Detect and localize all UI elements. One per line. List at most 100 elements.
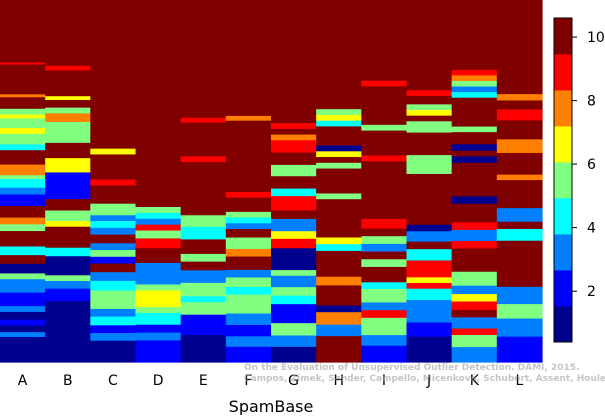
heatmap-cell-c [90, 340, 137, 363]
heatmap-cell-f [225, 223, 272, 230]
x-tick-label: G [288, 373, 299, 389]
heatmap-cell-j [406, 95, 453, 105]
colorbar-segment [554, 306, 572, 343]
heatmap-cell-d [135, 248, 182, 264]
heatmap-cell-l [496, 174, 543, 181]
heatmap-cell-b [45, 131, 91, 144]
heatmap-cell-f [225, 324, 272, 337]
heatmap-cell-g [271, 218, 317, 232]
heatmap-cell-i [361, 80, 408, 88]
heatmap-cell-g [271, 248, 317, 271]
heatmap-cell-i [361, 310, 408, 319]
heatmap-cell-i [361, 228, 408, 237]
heatmap-cell-j [406, 299, 453, 324]
heatmap-cell-j [406, 241, 453, 250]
heatmap-cell-e [180, 282, 227, 297]
heatmap-cell-c [90, 209, 137, 216]
heatmap-cell-e [180, 122, 227, 157]
heatmap-cell-g [271, 295, 317, 305]
heatmap-cell-i [361, 289, 408, 304]
heatmap-cell-a [0, 94, 46, 98]
heatmap-cell-b [45, 288, 91, 302]
x-tick-label: C [108, 373, 118, 389]
heatmap-cell-a [0, 108, 46, 116]
heatmap-cell-k [451, 80, 498, 88]
heatmap-cell-j [406, 132, 453, 156]
heatmap-cell-i [361, 251, 408, 260]
heatmap-cell-c [90, 185, 137, 205]
heatmap-cell-f [225, 191, 272, 199]
heatmap-cell-k [451, 317, 498, 330]
heatmap-cell-b [45, 113, 91, 123]
heatmap-cell-d [135, 312, 182, 326]
heatmap-cell-i [361, 282, 408, 290]
heatmap-cell-h [316, 276, 362, 286]
heatmap-cell-h [316, 168, 362, 195]
heatmap-cell-e [180, 117, 227, 124]
heatmap-cell-b [45, 221, 91, 228]
heatmap-cell-d [135, 212, 182, 220]
heatmap-cell-e [180, 162, 227, 216]
heatmap-cell-b [45, 107, 91, 114]
heatmap-cell-d [135, 0, 182, 208]
heatmap-cell-b [45, 172, 91, 200]
colorbar-tick-label: 10 [587, 30, 605, 46]
heatmap-cell-l [496, 152, 543, 176]
heatmap-cell-j [406, 283, 453, 290]
heatmap-cells [0, 0, 543, 363]
heatmap-cell-j [406, 231, 453, 243]
heatmap-cell-g [271, 196, 317, 211]
heatmap-cell-c [90, 221, 137, 229]
heatmap-cell-a [0, 175, 46, 180]
heatmap-cell-k [451, 347, 498, 363]
heatmap-cell-j [406, 249, 453, 262]
heatmap-cell-h [316, 120, 362, 128]
heatmap-cell-a [0, 206, 46, 219]
x-tick-label: F [244, 373, 252, 389]
heatmap-cell-c [90, 280, 137, 292]
heatmap-cell-a [0, 217, 46, 225]
heatmap-cell-k [451, 69, 498, 76]
heatmap-cell-a [0, 64, 46, 95]
heatmap-cell-h [316, 237, 362, 245]
heatmap-cell-l [496, 221, 543, 230]
x-tick-label: A [18, 373, 28, 389]
heatmap-cell-h [316, 324, 362, 337]
heatmap-cell-c [90, 234, 137, 244]
heatmap-cell-f [225, 228, 272, 239]
heatmap-cell-i [361, 317, 408, 330]
heatmap-cell-g [271, 152, 317, 166]
colorbar-segment [554, 90, 572, 127]
heatmap-cell-f [225, 313, 272, 326]
colorbar-tick-label: 4 [587, 221, 596, 237]
heatmap-cell-c [90, 250, 137, 258]
heatmap-cell-h [316, 305, 362, 313]
heatmap-cell-l [496, 120, 543, 140]
heatmap-cell-a [0, 194, 46, 207]
heatmap-cell-b [45, 247, 91, 257]
heatmap-cell-a [0, 325, 46, 333]
colorbar-segment [554, 162, 572, 199]
heatmap-cell-g [271, 210, 317, 220]
heatmap-cell-k [451, 309, 498, 318]
heatmap-cell-c [90, 154, 137, 181]
heatmap-cell-c [90, 290, 137, 310]
citation-line-2: Campos, Zimek, Sander, Campello, Micenko… [244, 374, 605, 384]
heatmap-cell-b [45, 226, 91, 249]
heatmap-cell-d [135, 230, 182, 239]
heatmap-cell-h [316, 151, 362, 158]
heatmap-cell-b [45, 199, 91, 212]
colorbar-tick-label: 8 [587, 94, 596, 110]
heatmap-cell-k [451, 75, 498, 82]
heatmap-cell-l [496, 100, 543, 111]
heatmap-cell-f [225, 277, 272, 288]
heatmap-cell-b [45, 275, 91, 282]
heatmap-cell-k [451, 144, 498, 152]
heatmap-cell-h [316, 250, 362, 278]
heatmap-cell-a [0, 114, 46, 120]
x-tick-label: B [63, 373, 73, 389]
heatmap-cell-d [135, 290, 182, 308]
x-tick-label: I [382, 373, 386, 389]
heatmap-cell-j [406, 322, 453, 338]
